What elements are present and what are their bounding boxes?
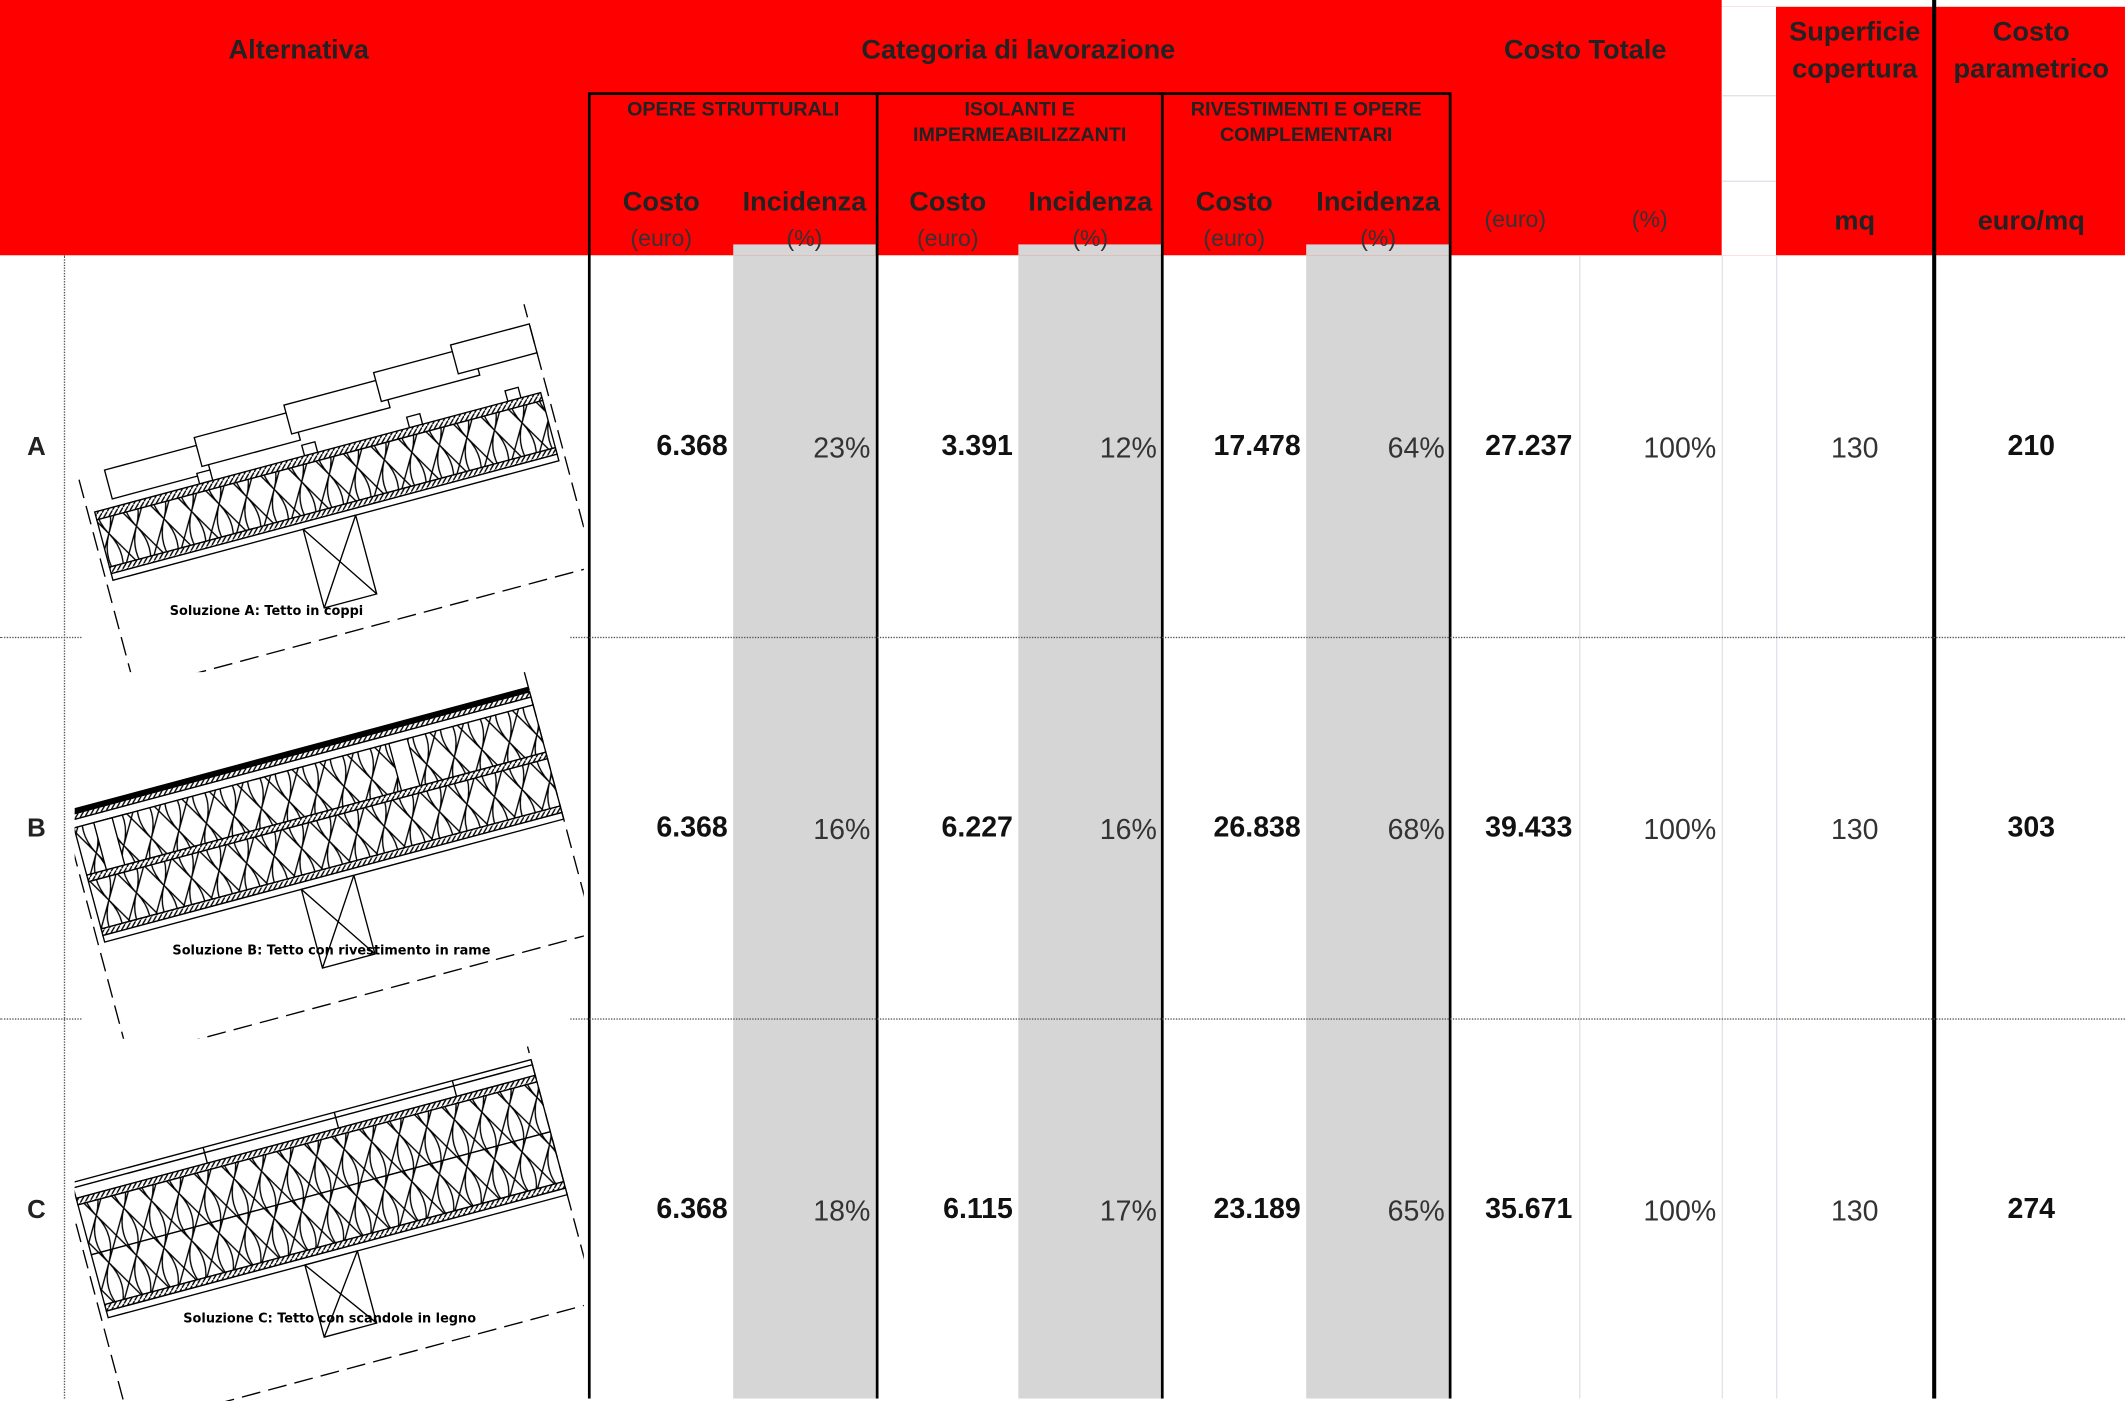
row-b-totale-pct: 100%: [1643, 814, 1717, 846]
subhdr-costo-2: Costo: [909, 187, 987, 218]
subhdr-incidenza-3: Incidenza: [1316, 187, 1441, 218]
header-superficie-2: copertura: [1792, 54, 1918, 85]
grid-v-1: [1579, 255, 1581, 1399]
row-a-isolanti-inc: 12%: [1099, 433, 1157, 465]
row-c-rivestimenti-costo: 23.189: [1213, 1193, 1301, 1225]
header-costo-param-1: Costo: [1992, 17, 2070, 48]
incidenza-column-3: [1306, 255, 1451, 1399]
roof-section-drawing-c: Soluzione C: Tetto con scandole in legno: [74, 1046, 584, 1401]
row-c-superficie: 130: [1830, 1196, 1879, 1228]
row-b-totale-costo: 39.433: [1485, 811, 1573, 844]
subhdr-costo-3: Costo: [1195, 187, 1273, 218]
subhdr-pct-2: (%): [1072, 225, 1109, 252]
row-divider-1: [0, 636, 82, 639]
row-divider-2: [0, 1018, 82, 1020]
subhdr-tot-pct: (%): [1631, 206, 1668, 233]
subhdr-euro-1: (euro): [630, 225, 693, 252]
header-costo-totale: Costo Totale: [1503, 35, 1667, 66]
row-a-totale-costo: 27.237: [1485, 430, 1573, 462]
row-c-totale-costo: 35.671: [1485, 1193, 1573, 1225]
row-c-parametrico: 274: [2007, 1193, 2056, 1225]
row-c-letter: C: [27, 1196, 46, 1225]
row-c-rivestimenti-inc: 65%: [1387, 1196, 1445, 1228]
incidenza-header-2: [1018, 244, 1163, 256]
drawing-c-caption: Soluzione C: Tetto con scandole in legno: [183, 1311, 476, 1326]
group-isolanti-2: IMPERMEABILIZZANTI: [913, 124, 1127, 147]
row-label-divider: [63, 255, 66, 1399]
row-b-strutturali-inc: 16%: [813, 814, 871, 846]
row-a-strutturali-inc: 23%: [813, 433, 871, 465]
row-b-strutturali-costo: 6.368: [656, 811, 728, 844]
subhdr-tot-euro: (euro): [1484, 206, 1547, 233]
roof-section-drawing-a: Soluzione A: Tetto in coppi: [78, 304, 584, 673]
subhdr-euro-2: (euro): [916, 225, 979, 252]
subhdr-mq: mq: [1834, 206, 1876, 237]
col-rule-3: [1160, 92, 1164, 1399]
header-costo-param-2: parametrico: [1953, 54, 2110, 85]
row-b-isolanti-costo: 6.227: [941, 811, 1013, 844]
subhdr-incidenza-1: Incidenza: [742, 187, 867, 218]
row-c-isolanti-costo: 6.115: [943, 1193, 1013, 1225]
col-rule-1: [587, 92, 591, 1399]
spacer-rule-1: [1721, 95, 1777, 97]
row-a-rivestimenti-inc: 64%: [1387, 433, 1445, 465]
subhdr-pct-1: (%): [786, 225, 823, 252]
incidenza-header-1: [733, 244, 876, 256]
spacer-rule-2: [1721, 180, 1777, 182]
group-rivestimenti-1: RIVESTIMENTI E OPERE: [1190, 99, 1422, 121]
grid-v-2: [1721, 255, 1724, 1399]
drawing-a-caption: Soluzione A: Tetto in coppi: [170, 604, 364, 619]
row-b-parametrico: 303: [2007, 811, 2056, 844]
drawing-b-caption: Soluzione B: Tetto con rivestimento in r…: [172, 944, 490, 959]
subhdr-incidenza-2: Incidenza: [1028, 187, 1153, 218]
row-c-totale-pct: 100%: [1643, 1196, 1717, 1228]
row-b-superficie: 130: [1830, 814, 1879, 846]
subhdr-euro-3: (euro): [1203, 225, 1266, 252]
incidenza-column-1: [733, 255, 876, 1399]
spacer-column: [1721, 6, 1777, 256]
group-top-rule: [589, 92, 1451, 96]
row-a-totale-pct: 100%: [1643, 433, 1717, 465]
incidenza-header-3: [1306, 244, 1451, 256]
row-a-letter: A: [27, 433, 46, 462]
row-b-rivestimenti-inc: 68%: [1387, 814, 1445, 846]
row-b-rivestimenti-costo: 26.838: [1213, 811, 1301, 844]
group-strutturali: OPERE STRUTTURALI: [627, 99, 840, 121]
row-a-strutturali-costo: 6.368: [656, 430, 728, 462]
header-superficie-1: Superficie: [1789, 17, 1921, 48]
subhdr-pct-3: (%): [1360, 225, 1397, 252]
col-rule-5: [1932, 0, 1937, 1399]
header-alternativa: Alternativa: [228, 35, 369, 66]
row-divider-2b: [570, 1018, 2125, 1020]
row-b-isolanti-inc: 16%: [1099, 814, 1157, 846]
group-isolanti-1: ISOLANTI E: [964, 99, 1075, 121]
group-rivestimenti-2: COMPLEMENTARI: [1219, 124, 1393, 147]
header-top-strip: [1721, 0, 2125, 7]
row-a-parametrico: 210: [2007, 430, 2056, 462]
col-rule-2: [875, 92, 879, 1399]
col-rule-4: [1448, 92, 1452, 1399]
row-c-strutturali-costo: 6.368: [656, 1193, 728, 1225]
row-divider-1b: [570, 636, 2125, 639]
row-c-isolanti-inc: 17%: [1099, 1196, 1157, 1228]
row-a-isolanti-costo: 3.391: [941, 430, 1013, 462]
subhdr-euromq: euro/mq: [1977, 206, 2085, 237]
roof-section-drawing-b: Soluzione B: Tetto con rivestimento in r…: [74, 670, 584, 1039]
subhdr-costo-1: Costo: [622, 187, 700, 218]
incidenza-column-2: [1018, 255, 1163, 1399]
grid-v-3: [1776, 255, 1778, 1399]
row-a-superficie: 130: [1830, 433, 1879, 465]
row-c-strutturali-inc: 18%: [813, 1196, 871, 1228]
row-a-rivestimenti-costo: 17.478: [1213, 430, 1301, 462]
row-b-letter: B: [27, 814, 46, 844]
header-categoria: Categoria di lavorazione: [861, 35, 1176, 66]
